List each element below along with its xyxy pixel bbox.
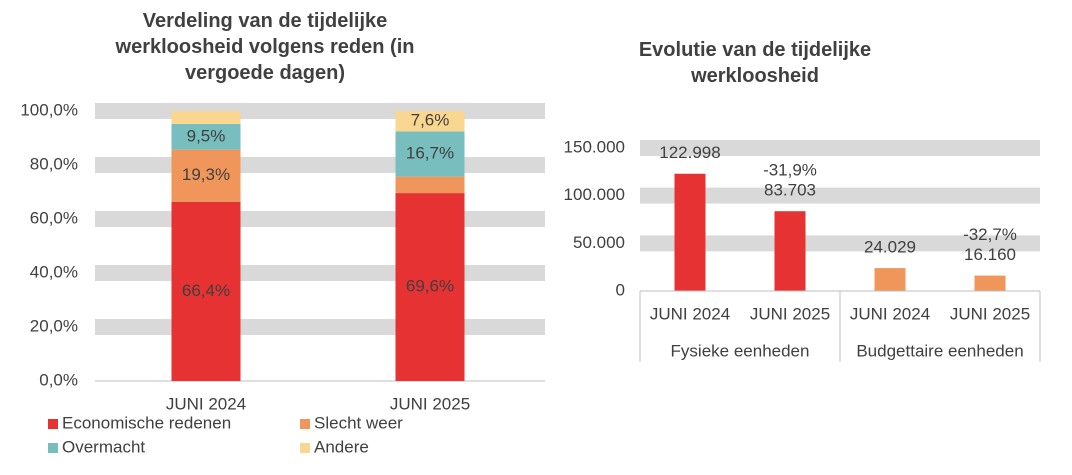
y-tick-label: 0,0% (39, 370, 78, 389)
x-tick-label: JUNI 2025 (950, 304, 1030, 323)
x-tick-label: JUNI 2025 (750, 304, 830, 323)
y-tick-label: 100,0% (20, 100, 78, 119)
group-label: Fysieke eenheden (671, 341, 810, 360)
value-label: 16.160 (964, 245, 1016, 264)
legend-swatch (300, 443, 310, 453)
bar-segment (171, 111, 241, 124)
y-tick-label: 60,0% (30, 208, 78, 227)
chart-title: Evolutie van de tijdelijke werkloosheid (638, 39, 872, 87)
bar-segment (171, 123, 241, 150)
legend-swatch (48, 419, 58, 429)
x-tick-label: JUNI 2024 (850, 304, 930, 323)
value-label: 122.998 (659, 143, 720, 162)
legend-label: Overmacht (62, 437, 145, 456)
annotation: -32,7% (963, 225, 1017, 244)
value-label: 16,7% (406, 144, 454, 163)
chart-title: Verdeling van de tijdelijke werkloosheid… (115, 10, 415, 84)
bar-segment (395, 111, 465, 132)
value-label: 19,3% (182, 165, 230, 184)
y-tick-label: 80,0% (30, 154, 78, 173)
bar-segment (395, 131, 465, 177)
value-label: 24.029 (864, 238, 916, 257)
y-tick-label: 100.000 (564, 185, 625, 204)
legend-label: Economische redenen (62, 413, 231, 432)
x-tick-label: JUNI 2024 (650, 304, 730, 323)
legend-swatch (300, 419, 310, 429)
y-tick-label: 150.000 (564, 137, 625, 156)
y-tick-label: 20,0% (30, 316, 78, 335)
y-tick-label: 40,0% (30, 262, 78, 281)
value-label: 7,6% (411, 111, 450, 130)
annotation: -31,9% (763, 161, 817, 180)
y-tick-label: 0 (616, 280, 625, 299)
x-tick-label: JUNI 2024 (166, 394, 246, 413)
bar (674, 173, 706, 291)
value-label: 9,5% (187, 126, 226, 145)
bar-segment (171, 149, 241, 202)
y-tick-label: 50.000 (573, 233, 625, 252)
value-label: 66,4% (182, 281, 230, 300)
group-label: Budgettaire eenheden (856, 341, 1023, 360)
bar (974, 275, 1006, 291)
bar-segment (171, 201, 241, 381)
bar (774, 211, 806, 291)
bar-segment (395, 176, 465, 194)
legend-swatch (48, 443, 58, 453)
legend-label: Slecht weer (314, 413, 403, 432)
value-label: 83.703 (764, 181, 816, 200)
bar (874, 268, 906, 291)
legend-label: Andere (314, 437, 369, 456)
bar-segment (395, 193, 465, 381)
value-label: 69,6% (406, 277, 454, 296)
x-tick-label: JUNI 2025 (390, 394, 470, 413)
